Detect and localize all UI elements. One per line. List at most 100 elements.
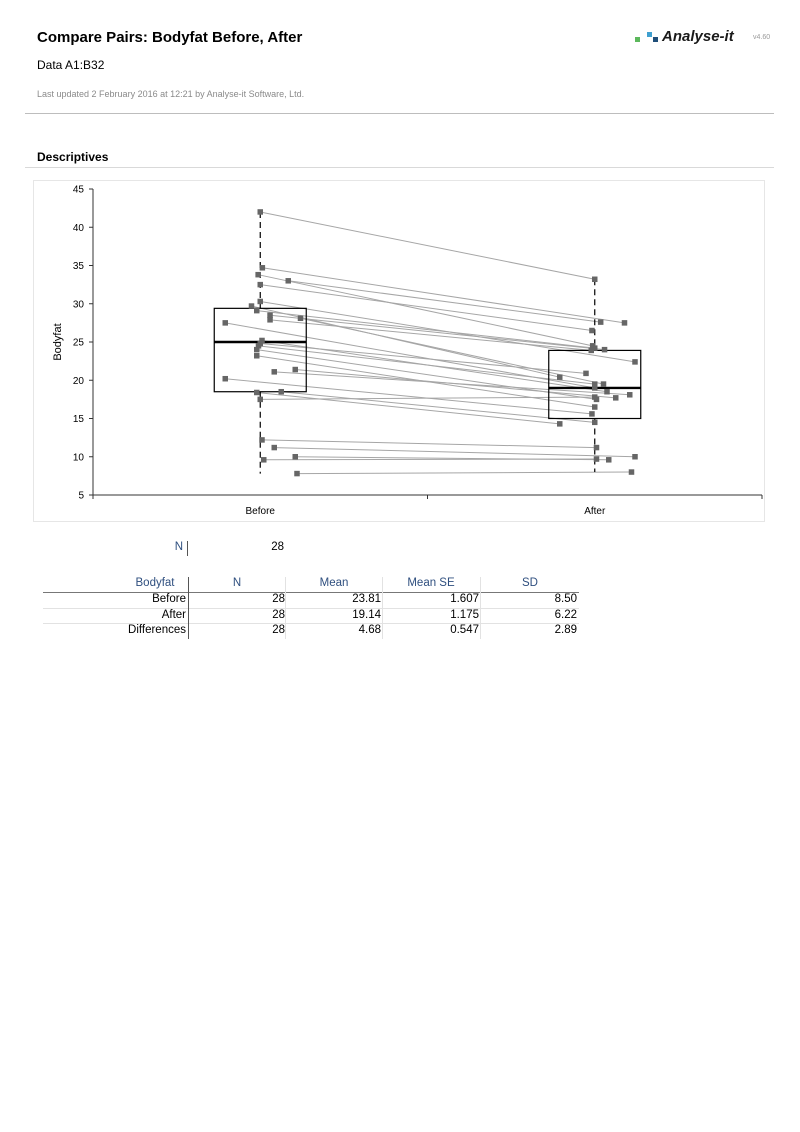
label-column-rule (188, 577, 189, 639)
point-after (628, 469, 635, 475)
point-before (278, 388, 284, 395)
cell-mean-se: 1.607 (450, 593, 479, 605)
point-before (255, 343, 262, 349)
cell-sd: 2.89 (554, 624, 577, 636)
point-before (292, 454, 298, 460)
point-after (592, 404, 598, 410)
column-rule (382, 577, 383, 639)
chart-frame (33, 180, 765, 522)
row-label: Before (152, 593, 186, 605)
pair-line (288, 280, 601, 323)
point-after (632, 454, 638, 460)
point-after (604, 388, 610, 395)
point-after (592, 381, 598, 387)
header-n: N (232, 577, 242, 589)
section-title: Descriptives (37, 150, 109, 164)
header-bodyfat: Bodyfat (135, 577, 175, 589)
y-tick-label: 10 (73, 452, 85, 463)
point-before (254, 389, 260, 396)
pair-line (260, 343, 587, 374)
cell-sd: 8.50 (554, 593, 577, 605)
y-tick-label: 15 (73, 414, 85, 425)
cell-mean: 4.68 (358, 624, 381, 636)
pair-line (256, 391, 560, 425)
n-separator (187, 541, 188, 556)
pair-line (274, 371, 630, 396)
point-after (593, 456, 600, 462)
point-after (606, 457, 612, 463)
point-before (292, 366, 298, 373)
pair-line (281, 391, 595, 423)
point-after (621, 320, 628, 326)
point-after (592, 394, 598, 400)
cell-n: 28 (272, 593, 285, 605)
pair-line (260, 284, 593, 332)
logo-square-blue-icon (647, 32, 652, 37)
point-after (589, 411, 595, 417)
analyse-it-logo: Analyse-it v4.60 (634, 28, 794, 46)
cell-mean-se: 1.175 (450, 609, 479, 621)
cell-mean: 19.14 (352, 609, 381, 621)
y-tick-label: 20 (73, 376, 85, 387)
pair-line (258, 345, 595, 385)
point-before (285, 278, 291, 284)
n-value: 28 (271, 541, 284, 553)
point-before (261, 457, 267, 463)
last-updated: Last updated 2 February 2016 at 12:21 by… (37, 89, 305, 99)
point-after (601, 346, 608, 353)
column-rule (480, 577, 481, 639)
y-tick-label: 45 (73, 185, 85, 196)
point-before (222, 320, 228, 326)
point-after (592, 419, 598, 426)
logo-square-navy-icon (653, 37, 658, 42)
row-label: After (161, 609, 186, 621)
point-before (248, 303, 255, 309)
page-title: Compare Pairs: Bodyfat Before, After (37, 29, 303, 46)
pair-line (258, 274, 593, 347)
paired-box-plot: 5 10 15 20 25 30 35 40 45 Before After Bodyfat (52, 185, 763, 517)
point-before (259, 437, 265, 443)
point-before (254, 346, 260, 353)
row-rule (43, 623, 579, 624)
point-after (557, 421, 563, 427)
point-after (593, 444, 600, 451)
pair-line (260, 396, 595, 400)
pair-line (296, 471, 632, 475)
header-mean: Mean (319, 577, 349, 589)
table-row: After 28 19.14 1.175 6.22 (43, 609, 579, 624)
pair-line (261, 439, 597, 449)
x-tick-label: Before (246, 506, 276, 517)
y-axis-label: Bodyfat (52, 323, 64, 360)
point-before (257, 298, 263, 305)
point-after (613, 395, 619, 401)
row-label: Differences (128, 624, 186, 636)
cell-sd: 6.22 (554, 609, 577, 621)
point-after (583, 370, 589, 377)
point-before (259, 337, 265, 344)
point-after (589, 327, 595, 334)
pair-line (256, 310, 595, 349)
point-before (255, 271, 261, 278)
pair-line (274, 447, 636, 458)
header-sd: SD (522, 577, 538, 589)
point-after (592, 385, 598, 391)
pair-line (270, 319, 592, 351)
point-after (557, 374, 563, 380)
point-after (600, 381, 607, 387)
data-range: Data A1:B32 (37, 58, 105, 72)
cell-mean-se: 0.547 (450, 624, 479, 636)
table-row: Before 28 23.81 1.607 8.50 (43, 593, 579, 608)
pair-line (262, 267, 625, 324)
point-before (257, 396, 263, 403)
point-before (259, 265, 266, 271)
table-header: Bodyfat N Mean Mean SE SD (43, 577, 579, 592)
n-label: N (174, 541, 183, 553)
point-after (592, 345, 598, 351)
point-before (267, 312, 273, 318)
y-tick-label: 30 (73, 299, 85, 310)
section-divider (25, 167, 774, 168)
cell-mean: 23.81 (352, 593, 381, 605)
pair-line (269, 314, 605, 351)
pair-line (225, 378, 592, 415)
header-mean-se: Mean SE (407, 577, 455, 589)
